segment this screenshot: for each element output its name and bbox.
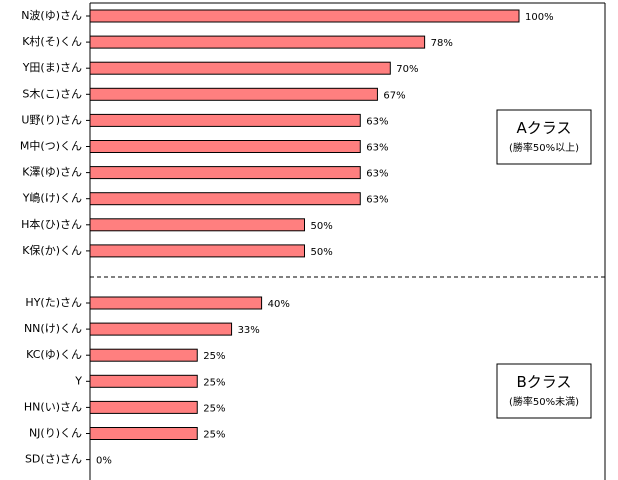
- bar: [89, 35, 426, 49]
- value-label: 63%: [366, 169, 388, 180]
- category-label: SD(さ)さん: [25, 453, 82, 466]
- bar: [89, 427, 198, 440]
- category-label: HN(い)さん: [24, 400, 82, 413]
- category-label: M中(つ)くん: [20, 140, 82, 153]
- bar: [89, 218, 305, 232]
- value-label: 25%: [203, 351, 225, 362]
- class-legend-title: Bクラス: [517, 373, 572, 391]
- value-label: 63%: [366, 195, 388, 206]
- bar: [89, 87, 378, 101]
- value-label: 25%: [203, 403, 225, 414]
- category-label: Y嶋(け)くん: [22, 191, 82, 205]
- bar: [89, 113, 361, 127]
- category-label: K澤(ゆ)さん: [22, 166, 82, 179]
- bar: [89, 192, 361, 206]
- value-label: 63%: [366, 116, 388, 127]
- category-label: N波(ゆ)さん: [21, 9, 82, 22]
- category-label: NN(け)くん: [24, 322, 82, 335]
- bar: [89, 166, 361, 180]
- bar: [89, 322, 233, 336]
- value-label: 100%: [525, 12, 554, 23]
- value-label: 50%: [311, 247, 333, 258]
- value-label: 63%: [366, 143, 388, 154]
- category-label: HY(た)さん: [25, 296, 82, 309]
- category-label: K村(そ)くん: [22, 34, 82, 48]
- category-label: NJ(り)くん: [29, 427, 82, 440]
- category-label: H本(ひ)さん: [21, 217, 82, 231]
- value-label: 70%: [396, 64, 418, 75]
- bar: [89, 61, 391, 75]
- class-legend-box: [496, 363, 592, 419]
- class-legend-title: Aクラス: [517, 119, 572, 137]
- category-label: Y田(ま)さん: [22, 61, 82, 74]
- category-label: S木(こ)さん: [22, 87, 82, 100]
- category-label: K保(か)くん: [22, 243, 82, 257]
- value-label: 25%: [203, 430, 225, 441]
- bar: [89, 400, 198, 414]
- category-label: Y: [74, 374, 82, 387]
- class-legend-box: [496, 109, 592, 165]
- bar: [89, 140, 361, 153]
- value-label: 78%: [431, 38, 453, 49]
- value-label: 40%: [268, 299, 290, 310]
- class-legend-subtitle: (勝率50%以上): [509, 141, 579, 154]
- value-label: 0%: [96, 456, 112, 467]
- bar: [89, 244, 305, 258]
- bar: [89, 9, 520, 23]
- value-label: 50%: [311, 221, 333, 232]
- value-label: 33%: [238, 325, 260, 336]
- class-legend-subtitle: (勝率50%未満): [509, 395, 579, 408]
- value-label: 25%: [203, 377, 225, 388]
- bar: [89, 348, 198, 362]
- value-label: 67%: [383, 90, 405, 101]
- bar: [89, 296, 263, 310]
- bar: [89, 374, 198, 388]
- category-label: U野(り)さん: [21, 113, 82, 126]
- category-label: KC(ゆ)くん: [26, 348, 82, 361]
